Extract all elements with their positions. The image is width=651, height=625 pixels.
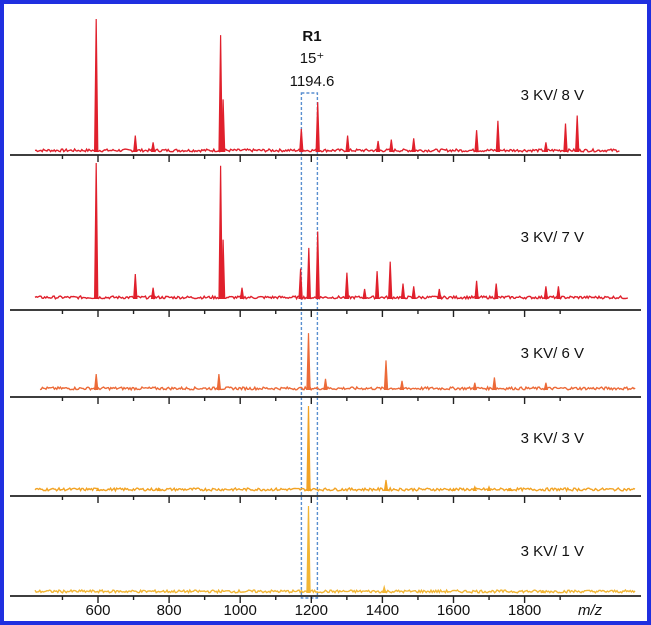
panel-label-5: 3 KV/ 1 V xyxy=(521,543,584,560)
x-tick-label-1400: 1400 xyxy=(366,602,399,619)
spectrum-panel-2: 3 KV/ 7 V xyxy=(34,162,629,301)
peak-4-1 xyxy=(95,487,101,492)
peak-1-16 xyxy=(575,115,580,153)
peak-4-7 xyxy=(486,485,492,492)
peak-1-7 xyxy=(315,102,320,153)
peak-2-18 xyxy=(494,283,499,300)
x-axis-3 xyxy=(10,396,641,404)
peak-3-3 xyxy=(306,333,311,391)
peak-2-19 xyxy=(543,286,549,300)
r1-mz-label: 1194.6 xyxy=(290,73,335,90)
peak-3-9 xyxy=(543,382,549,391)
spectrum-baseline-3 xyxy=(39,385,636,392)
x-axis-tick-labels: 600 800 1000 1200 1400 1600 1800 xyxy=(85,602,541,619)
peak-2-2 xyxy=(133,273,138,300)
peak-2-5 xyxy=(220,239,226,300)
r1-peak-label: R1 xyxy=(302,28,321,45)
peak-3-7 xyxy=(472,382,477,391)
peak-2-10 xyxy=(344,272,350,300)
peak-2-7 xyxy=(298,268,303,300)
spectrum-panel-1: 3 KV/ 8 V xyxy=(34,18,620,154)
peak-2-4 xyxy=(218,165,223,300)
spectrum-panel-4: 3 KV/ 3 V xyxy=(34,405,636,493)
peak-2-9 xyxy=(315,231,320,300)
x-axis-label: m/z xyxy=(578,602,603,619)
x-axis-2 xyxy=(10,309,641,317)
peak-2-6 xyxy=(239,287,245,300)
panel-label-1: 3 KV/ 8 V xyxy=(521,87,584,104)
peak-1-5 xyxy=(220,99,226,153)
peak-4-6 xyxy=(472,485,477,492)
peak-1-9 xyxy=(375,140,381,153)
x-tick-label-1200: 1200 xyxy=(295,602,328,619)
spectra-panels: 3 KV/ 8 V 3 KV/ 7 V 3 KV/ 6 V 3 KV/ 3 V 3 KV… xyxy=(10,18,641,603)
panel-label-3: 3 KV/ 6 V xyxy=(521,345,584,362)
peak-2-14 xyxy=(400,283,406,300)
spectrum-baseline-5 xyxy=(34,588,636,595)
peak-3-8 xyxy=(492,377,497,391)
peak-2-12 xyxy=(374,271,380,300)
peak-2-11 xyxy=(362,288,367,300)
spectrum-baseline-4 xyxy=(34,486,636,493)
peak-5-2 xyxy=(382,584,387,594)
panel-label-4: 3 KV/ 3 V xyxy=(521,430,584,447)
peak-4-8 xyxy=(508,487,513,492)
peak-3-4 xyxy=(323,378,328,391)
peak-1-8 xyxy=(345,135,350,153)
peak-1-10 xyxy=(389,139,394,153)
peak-1-14 xyxy=(543,142,549,153)
peak-5-1 xyxy=(306,505,311,594)
peak-1-6 xyxy=(299,128,304,153)
spectrum-baseline-1 xyxy=(34,147,620,154)
peak-2-3 xyxy=(150,287,156,300)
spectrum-baseline-2 xyxy=(34,294,629,301)
panel-label-2: 3 KV/ 7 V xyxy=(521,229,584,246)
peak-4-5 xyxy=(451,487,456,492)
peak-2-20 xyxy=(556,286,561,300)
peak-1-15 xyxy=(563,123,568,153)
peak-2-15 xyxy=(411,286,416,300)
spectrum-panel-3: 3 KV/ 6 V xyxy=(39,333,636,392)
x-tick-label-600: 600 xyxy=(85,602,110,619)
peak-2-17 xyxy=(474,280,479,300)
peak-1-1 xyxy=(94,18,99,153)
peak-1-13 xyxy=(495,120,501,153)
x-tick-label-800: 800 xyxy=(157,602,182,619)
x-axis-5 xyxy=(10,595,641,603)
x-axis-1 xyxy=(10,154,641,162)
peak-4-2 xyxy=(156,488,161,492)
peak-3-2 xyxy=(216,373,222,391)
peak-2-16 xyxy=(437,288,442,300)
peak-4-3 xyxy=(306,405,311,492)
x-axis-4 xyxy=(10,495,641,503)
x-tick-label-1600: 1600 xyxy=(437,602,470,619)
r1-highlight-box xyxy=(300,92,319,599)
spectrum-panel-5: 3 KV/ 1 V xyxy=(34,505,636,595)
peak-1-2 xyxy=(133,135,138,153)
peak-2-1 xyxy=(94,162,99,300)
peak-3-5 xyxy=(383,360,389,391)
peak-1-4 xyxy=(218,35,223,153)
peak-3-1 xyxy=(94,373,99,391)
peak-5-3 xyxy=(540,590,545,594)
x-tick-label-1800: 1800 xyxy=(508,602,541,619)
r1-charge-label: 15⁺ xyxy=(300,50,325,67)
peak-3-6 xyxy=(399,380,405,391)
peak-2-8 xyxy=(306,247,311,300)
x-tick-label-1000: 1000 xyxy=(224,602,257,619)
peak-1-12 xyxy=(474,130,479,153)
peak-2-13 xyxy=(388,261,393,300)
peak-1-3 xyxy=(150,142,156,153)
peak-4-4 xyxy=(383,479,389,492)
peak-1-11 xyxy=(411,138,416,153)
